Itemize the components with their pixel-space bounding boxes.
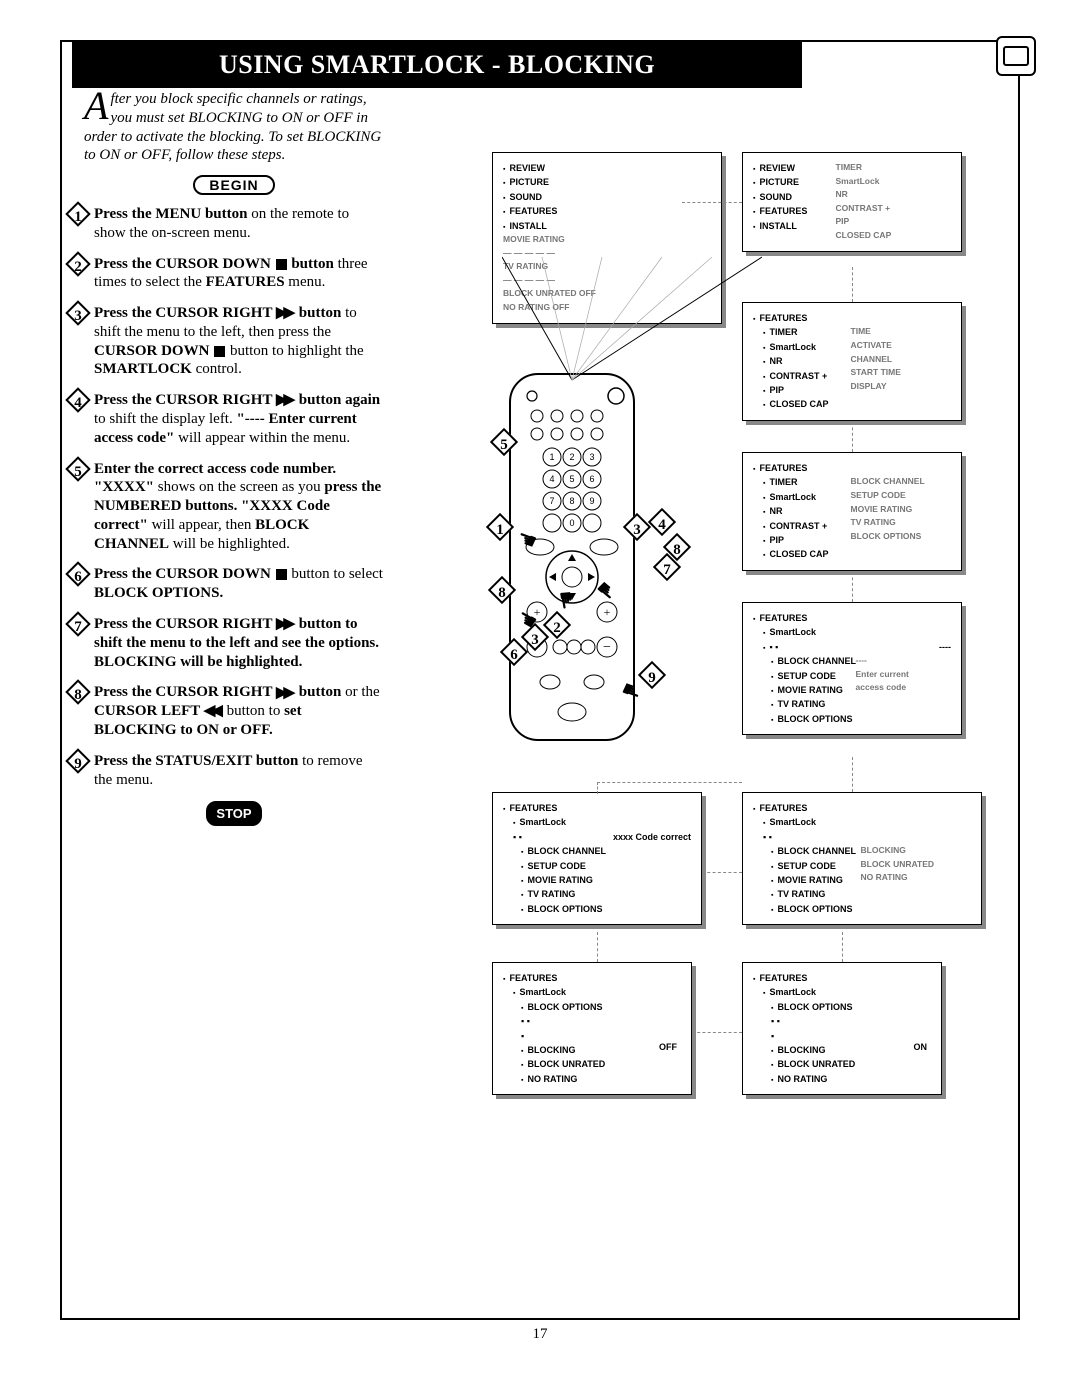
callout-6: 6	[504, 642, 524, 667]
menu-box-6: FEATURES SmartLock ▪ ▪ xxxx Code correct…	[492, 792, 702, 925]
menu-title: FEATURES	[753, 801, 971, 815]
menu-title: FEATURES	[503, 971, 681, 985]
menu-box-9: FEATURES SmartLock BLOCK OPTIONS ▪ ▪ ▪ B…	[742, 962, 942, 1095]
svg-text:7: 7	[549, 496, 554, 506]
blocking-value-on: ON	[914, 1040, 928, 1054]
connector	[852, 572, 853, 602]
callout-5: 5	[494, 432, 514, 457]
step-5: 5Enter the correct access code number. "…	[84, 460, 384, 554]
connector	[852, 422, 853, 452]
svg-text:2: 2	[569, 452, 574, 462]
callout-3: 3	[627, 517, 647, 542]
step-1: 1Press the MENU button on the remote to …	[84, 205, 384, 243]
instructions-column: After you block specific channels or rat…	[84, 90, 384, 836]
intro-text: After you block specific channels or rat…	[84, 90, 384, 165]
menu-title: FEATURES	[753, 971, 931, 985]
header-title: USING SMARTLOCK - BLOCKING	[72, 42, 802, 88]
menu-sub: SmartLock	[503, 815, 691, 829]
menu-box-4: FEATURES TIMERSmartLockNRCONTRAST +PIPCL…	[742, 452, 962, 571]
menu-title: FEATURES	[503, 801, 691, 815]
svg-text:5: 5	[569, 474, 574, 484]
menu-box-7: FEATURES SmartLock ▪ ▪ BLOCK CHANNELSETU…	[742, 792, 982, 925]
stop-badge: STOP	[84, 801, 384, 826]
connector	[852, 757, 853, 792]
dropcap: A	[84, 90, 110, 122]
svg-text:9: 9	[589, 496, 594, 506]
connector	[852, 267, 853, 302]
connector	[597, 932, 598, 962]
menu-title: FEATURES	[753, 461, 951, 475]
svg-text:0: 0	[569, 518, 574, 528]
light-beam	[502, 252, 762, 382]
connector	[692, 1032, 742, 1033]
connector	[842, 932, 843, 962]
callout-3b: 3	[525, 627, 545, 652]
connector	[682, 202, 742, 203]
menu-title: FEATURES	[753, 311, 951, 325]
callout-2: 2	[547, 615, 567, 640]
step-7: 7Press the CURSOR RIGHT ▶▶ button to shi…	[84, 615, 384, 671]
step-6: 6Press the CURSOR DOWN button to select …	[84, 565, 384, 603]
svg-text:8: 8	[569, 496, 574, 506]
begin-badge: BEGIN	[84, 175, 384, 195]
callout-8b: 8	[492, 580, 512, 605]
svg-text:−: −	[603, 640, 611, 655]
connector	[597, 782, 742, 783]
step-2: 2Press the CURSOR DOWN button three time…	[84, 255, 384, 293]
menu-box-5: FEATURES SmartLock ▪ ▪ ---- BLOCK CHANNE…	[742, 602, 962, 735]
callout-7: 7	[657, 557, 677, 582]
svg-text:+: +	[604, 605, 611, 619]
menu-box-8: FEATURES SmartLock BLOCK OPTIONS ▪ ▪ ▪ B…	[492, 962, 692, 1095]
callout-9: 9	[642, 665, 662, 690]
step-8: 8Press the CURSOR RIGHT ▶▶ button or the…	[84, 683, 384, 740]
page-number: 17	[60, 1326, 1020, 1343]
connector	[702, 872, 742, 873]
callout-1: 1	[490, 517, 510, 542]
menu-title: FEATURES	[753, 611, 951, 625]
page-frame: USING SMARTLOCK - BLOCKING After you blo…	[60, 40, 1020, 1320]
svg-text:1: 1	[549, 452, 554, 462]
tv-icon	[996, 36, 1036, 76]
intro-body: fter you block specific channels or rati…	[84, 91, 381, 163]
menu-box-3: FEATURES TIMERSmartLockNRCONTRAST +PIPCL…	[742, 302, 962, 421]
menu-sub: SmartLock	[753, 815, 971, 829]
step-9: 9Press the STATUS/EXIT button to remove …	[84, 752, 384, 790]
remote-illustration: 1 2 3 4 5 6 7 8 9 0	[502, 372, 642, 742]
connector	[597, 782, 598, 794]
blocking-value-off: OFF	[659, 1040, 677, 1054]
step-4: 4Press the CURSOR RIGHT ▶▶ button again …	[84, 391, 384, 447]
menu-sub: SmartLock	[753, 625, 951, 639]
svg-text:4: 4	[549, 474, 554, 484]
menu-box-2: REVIEWPICTURESOUNDFEATURESINSTALL TIMERS…	[742, 152, 962, 252]
svg-text:6: 6	[589, 474, 594, 484]
svg-text:3: 3	[589, 452, 594, 462]
callout-4: 4	[652, 512, 672, 537]
step-3: 3Press the CURSOR RIGHT ▶▶ button to shi…	[84, 304, 384, 379]
